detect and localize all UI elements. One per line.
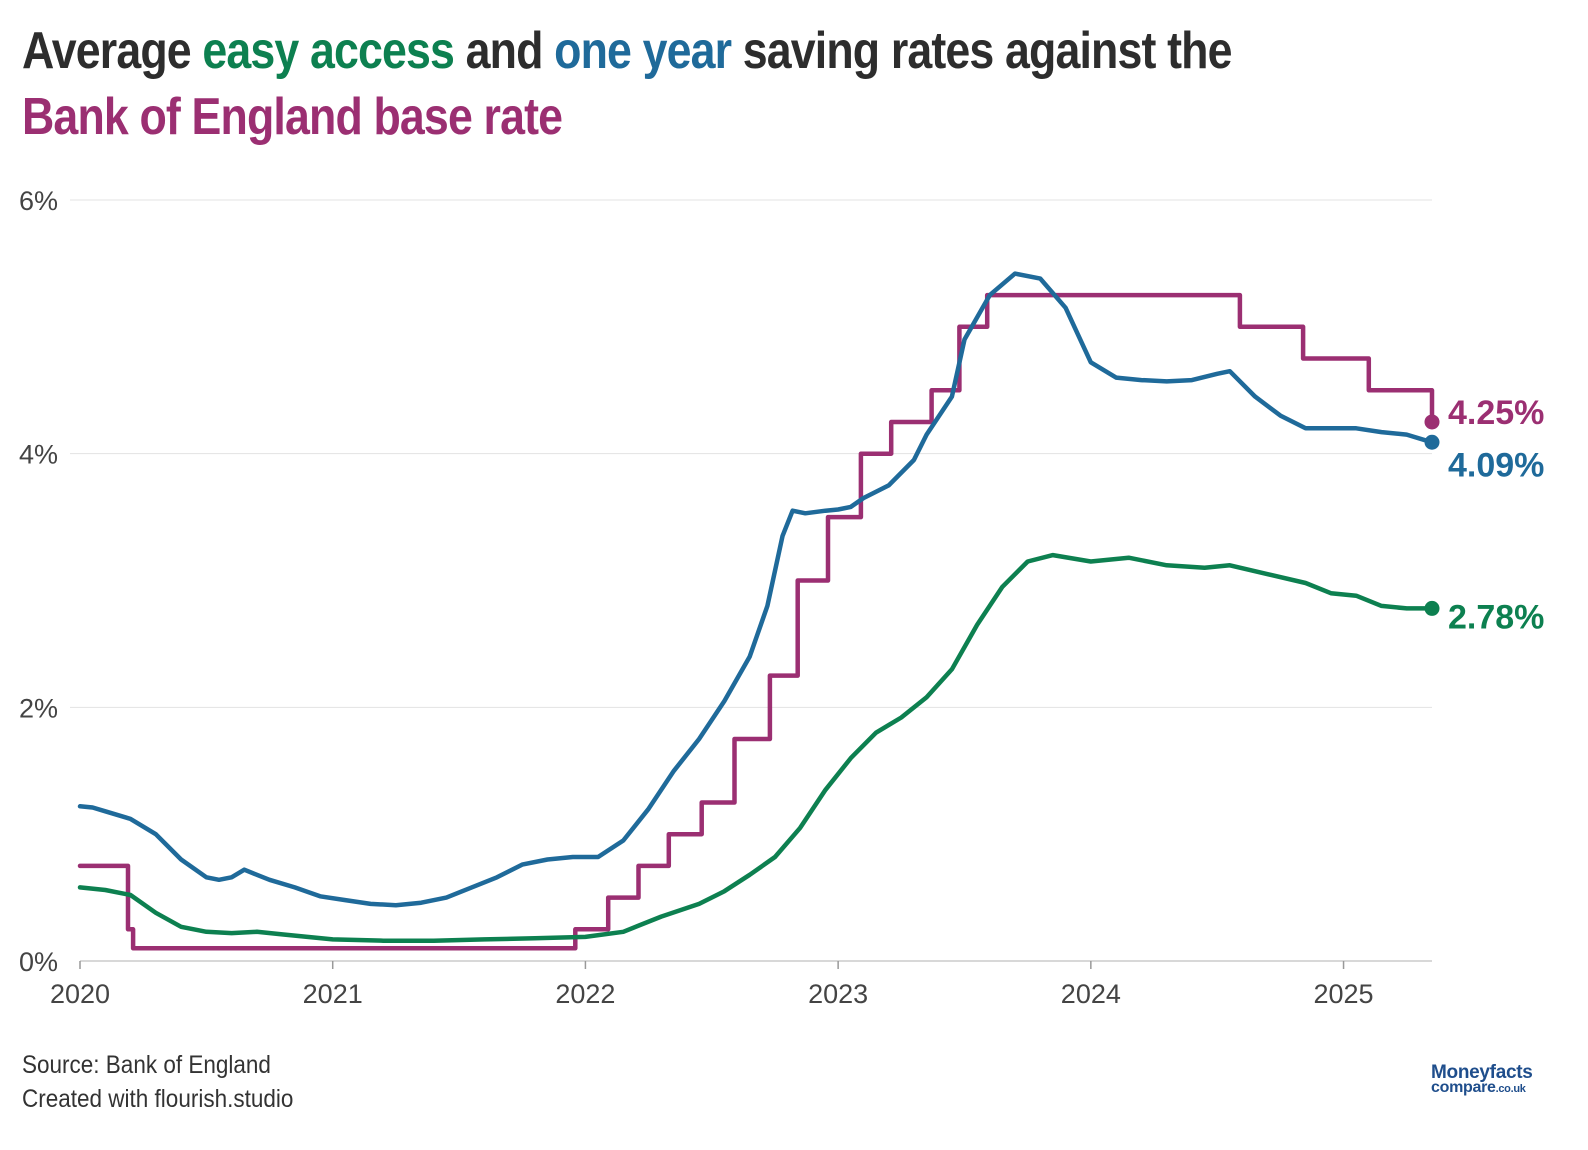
gridlines — [70, 199, 1432, 708]
y-tick-label-6: 6% — [19, 186, 58, 216]
x-tick-label-2020: 2020 — [50, 979, 110, 1009]
y-tick-label-4: 4% — [19, 440, 58, 470]
x-tick-label-2024: 2024 — [1061, 979, 1121, 1009]
x-tick-label-2025: 2025 — [1314, 979, 1374, 1009]
logo-line2-main: compare — [1431, 1079, 1496, 1096]
x-axis: 2020 2021 2022 2023 2024 2025 — [50, 960, 1432, 1009]
credit-link[interactable]: Created with flourish.studio — [22, 1085, 294, 1113]
series-end-label-1: 4.09% — [1448, 446, 1544, 484]
x-tick-label-2021: 2021 — [303, 979, 363, 1009]
series-end-dot-2 — [1424, 600, 1440, 616]
series-end-label-2: 2.78% — [1448, 598, 1544, 636]
moneyfacts-logo: Moneyfacts compare.co.uk — [1431, 1063, 1561, 1096]
logo-line1: Moneyfacts — [1431, 1062, 1533, 1083]
series-line-2 — [77, 552, 1435, 943]
title-part-average: Average — [22, 22, 203, 80]
y-tick-label-0: 0% — [19, 947, 58, 977]
x-tick-label-2022: 2022 — [555, 979, 615, 1009]
title-part-saving-rates: saving rates against the — [731, 22, 1233, 80]
title-part-one-year: one year — [554, 22, 732, 80]
end-labels: 4.25% 4.09% 2.78% — [1448, 394, 1544, 636]
chart-title: Average easy access and one year saving … — [22, 18, 1346, 150]
y-tick-label-2: 2% — [19, 693, 58, 723]
title-part-easy-access: easy access — [202, 22, 455, 80]
series-end-dot-0 — [1424, 414, 1440, 430]
y-axis: 0% 2% 4% 6% — [19, 186, 58, 977]
series-line-1 — [77, 271, 1435, 908]
title-part-base-rate: Bank of England base rate — [22, 88, 563, 146]
series-end-dot-1 — [1424, 434, 1440, 450]
source-note: Source: Bank of England — [22, 1051, 271, 1079]
series-lines — [77, 271, 1440, 951]
title-part-and: and — [454, 22, 555, 80]
logo-line2: compare.co.uk — [1431, 1080, 1561, 1096]
logo-line2-suffix: .co.uk — [1495, 1083, 1526, 1095]
series-end-label-0: 4.25% — [1448, 394, 1544, 432]
x-tick-label-2023: 2023 — [808, 979, 868, 1009]
series-line-0 — [77, 292, 1435, 951]
footer: Source: Bank of England Created with flo… — [22, 1048, 324, 1116]
